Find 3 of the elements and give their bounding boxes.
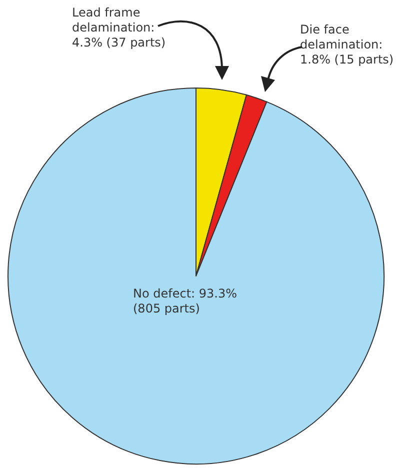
slice-label: No defect: 93.3% (805 parts) [133,286,241,316]
slice-label: Die face delamination: 1.8% (15 parts) [300,22,394,66]
slice-label: Lead frame delamination: 4.3% (37 parts) [72,6,166,50]
